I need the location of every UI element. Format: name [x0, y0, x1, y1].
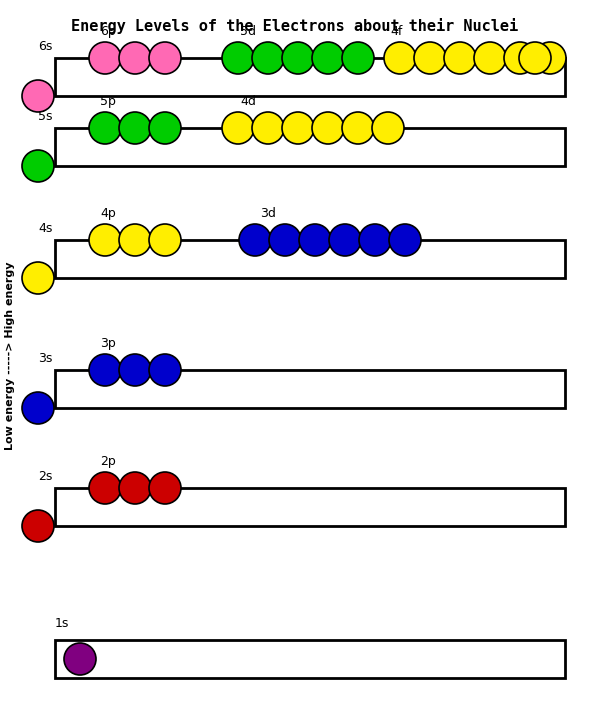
- Text: 2s: 2s: [38, 470, 53, 483]
- Text: 4s: 4s: [38, 222, 53, 235]
- Circle shape: [372, 112, 404, 144]
- Circle shape: [329, 224, 361, 256]
- Circle shape: [89, 472, 121, 504]
- Bar: [55, 488, 565, 526]
- Circle shape: [22, 510, 54, 542]
- Text: 2p: 2p: [100, 455, 116, 468]
- Text: Energy Levels of the Electrons about their Nuclei: Energy Levels of the Electrons about the…: [71, 18, 519, 34]
- Circle shape: [64, 643, 96, 675]
- Text: 5d: 5d: [240, 25, 256, 38]
- Circle shape: [444, 42, 476, 74]
- Circle shape: [149, 112, 181, 144]
- Circle shape: [282, 112, 314, 144]
- Text: 6s: 6s: [38, 40, 53, 53]
- Circle shape: [149, 224, 181, 256]
- Bar: [55, 58, 565, 96]
- Circle shape: [299, 224, 331, 256]
- Circle shape: [342, 42, 374, 74]
- Bar: [55, 640, 565, 678]
- Circle shape: [252, 42, 284, 74]
- Text: 3d: 3d: [260, 207, 276, 220]
- Text: 1s: 1s: [55, 617, 70, 630]
- Circle shape: [149, 354, 181, 386]
- Circle shape: [534, 42, 566, 74]
- Text: 6p: 6p: [100, 25, 116, 38]
- Circle shape: [222, 42, 254, 74]
- Circle shape: [222, 112, 254, 144]
- Circle shape: [22, 262, 54, 294]
- Text: 4f: 4f: [390, 25, 402, 38]
- Circle shape: [22, 392, 54, 424]
- Text: 4d: 4d: [240, 95, 256, 108]
- Circle shape: [89, 354, 121, 386]
- Text: Low energy -----> High energy: Low energy -----> High energy: [5, 262, 15, 450]
- Circle shape: [384, 42, 416, 74]
- Text: 5s: 5s: [38, 110, 53, 123]
- Circle shape: [119, 42, 151, 74]
- Circle shape: [22, 80, 54, 112]
- Circle shape: [89, 112, 121, 144]
- Bar: [55, 128, 565, 166]
- Circle shape: [389, 224, 421, 256]
- Circle shape: [504, 42, 536, 74]
- Text: 5p: 5p: [100, 95, 116, 108]
- Bar: [55, 370, 565, 408]
- Circle shape: [239, 224, 271, 256]
- Circle shape: [342, 112, 374, 144]
- Bar: [55, 240, 565, 278]
- Circle shape: [519, 42, 551, 74]
- Circle shape: [119, 112, 151, 144]
- Circle shape: [474, 42, 506, 74]
- Circle shape: [119, 224, 151, 256]
- Circle shape: [312, 112, 344, 144]
- Circle shape: [119, 354, 151, 386]
- Circle shape: [119, 472, 151, 504]
- Text: 3s: 3s: [38, 352, 53, 365]
- Text: 3p: 3p: [100, 337, 116, 350]
- Circle shape: [282, 42, 314, 74]
- Text: 4p: 4p: [100, 207, 116, 220]
- Circle shape: [89, 224, 121, 256]
- Circle shape: [269, 224, 301, 256]
- Circle shape: [414, 42, 446, 74]
- Circle shape: [149, 472, 181, 504]
- Circle shape: [252, 112, 284, 144]
- Circle shape: [22, 150, 54, 182]
- Circle shape: [359, 224, 391, 256]
- Circle shape: [312, 42, 344, 74]
- Circle shape: [149, 42, 181, 74]
- Circle shape: [89, 42, 121, 74]
